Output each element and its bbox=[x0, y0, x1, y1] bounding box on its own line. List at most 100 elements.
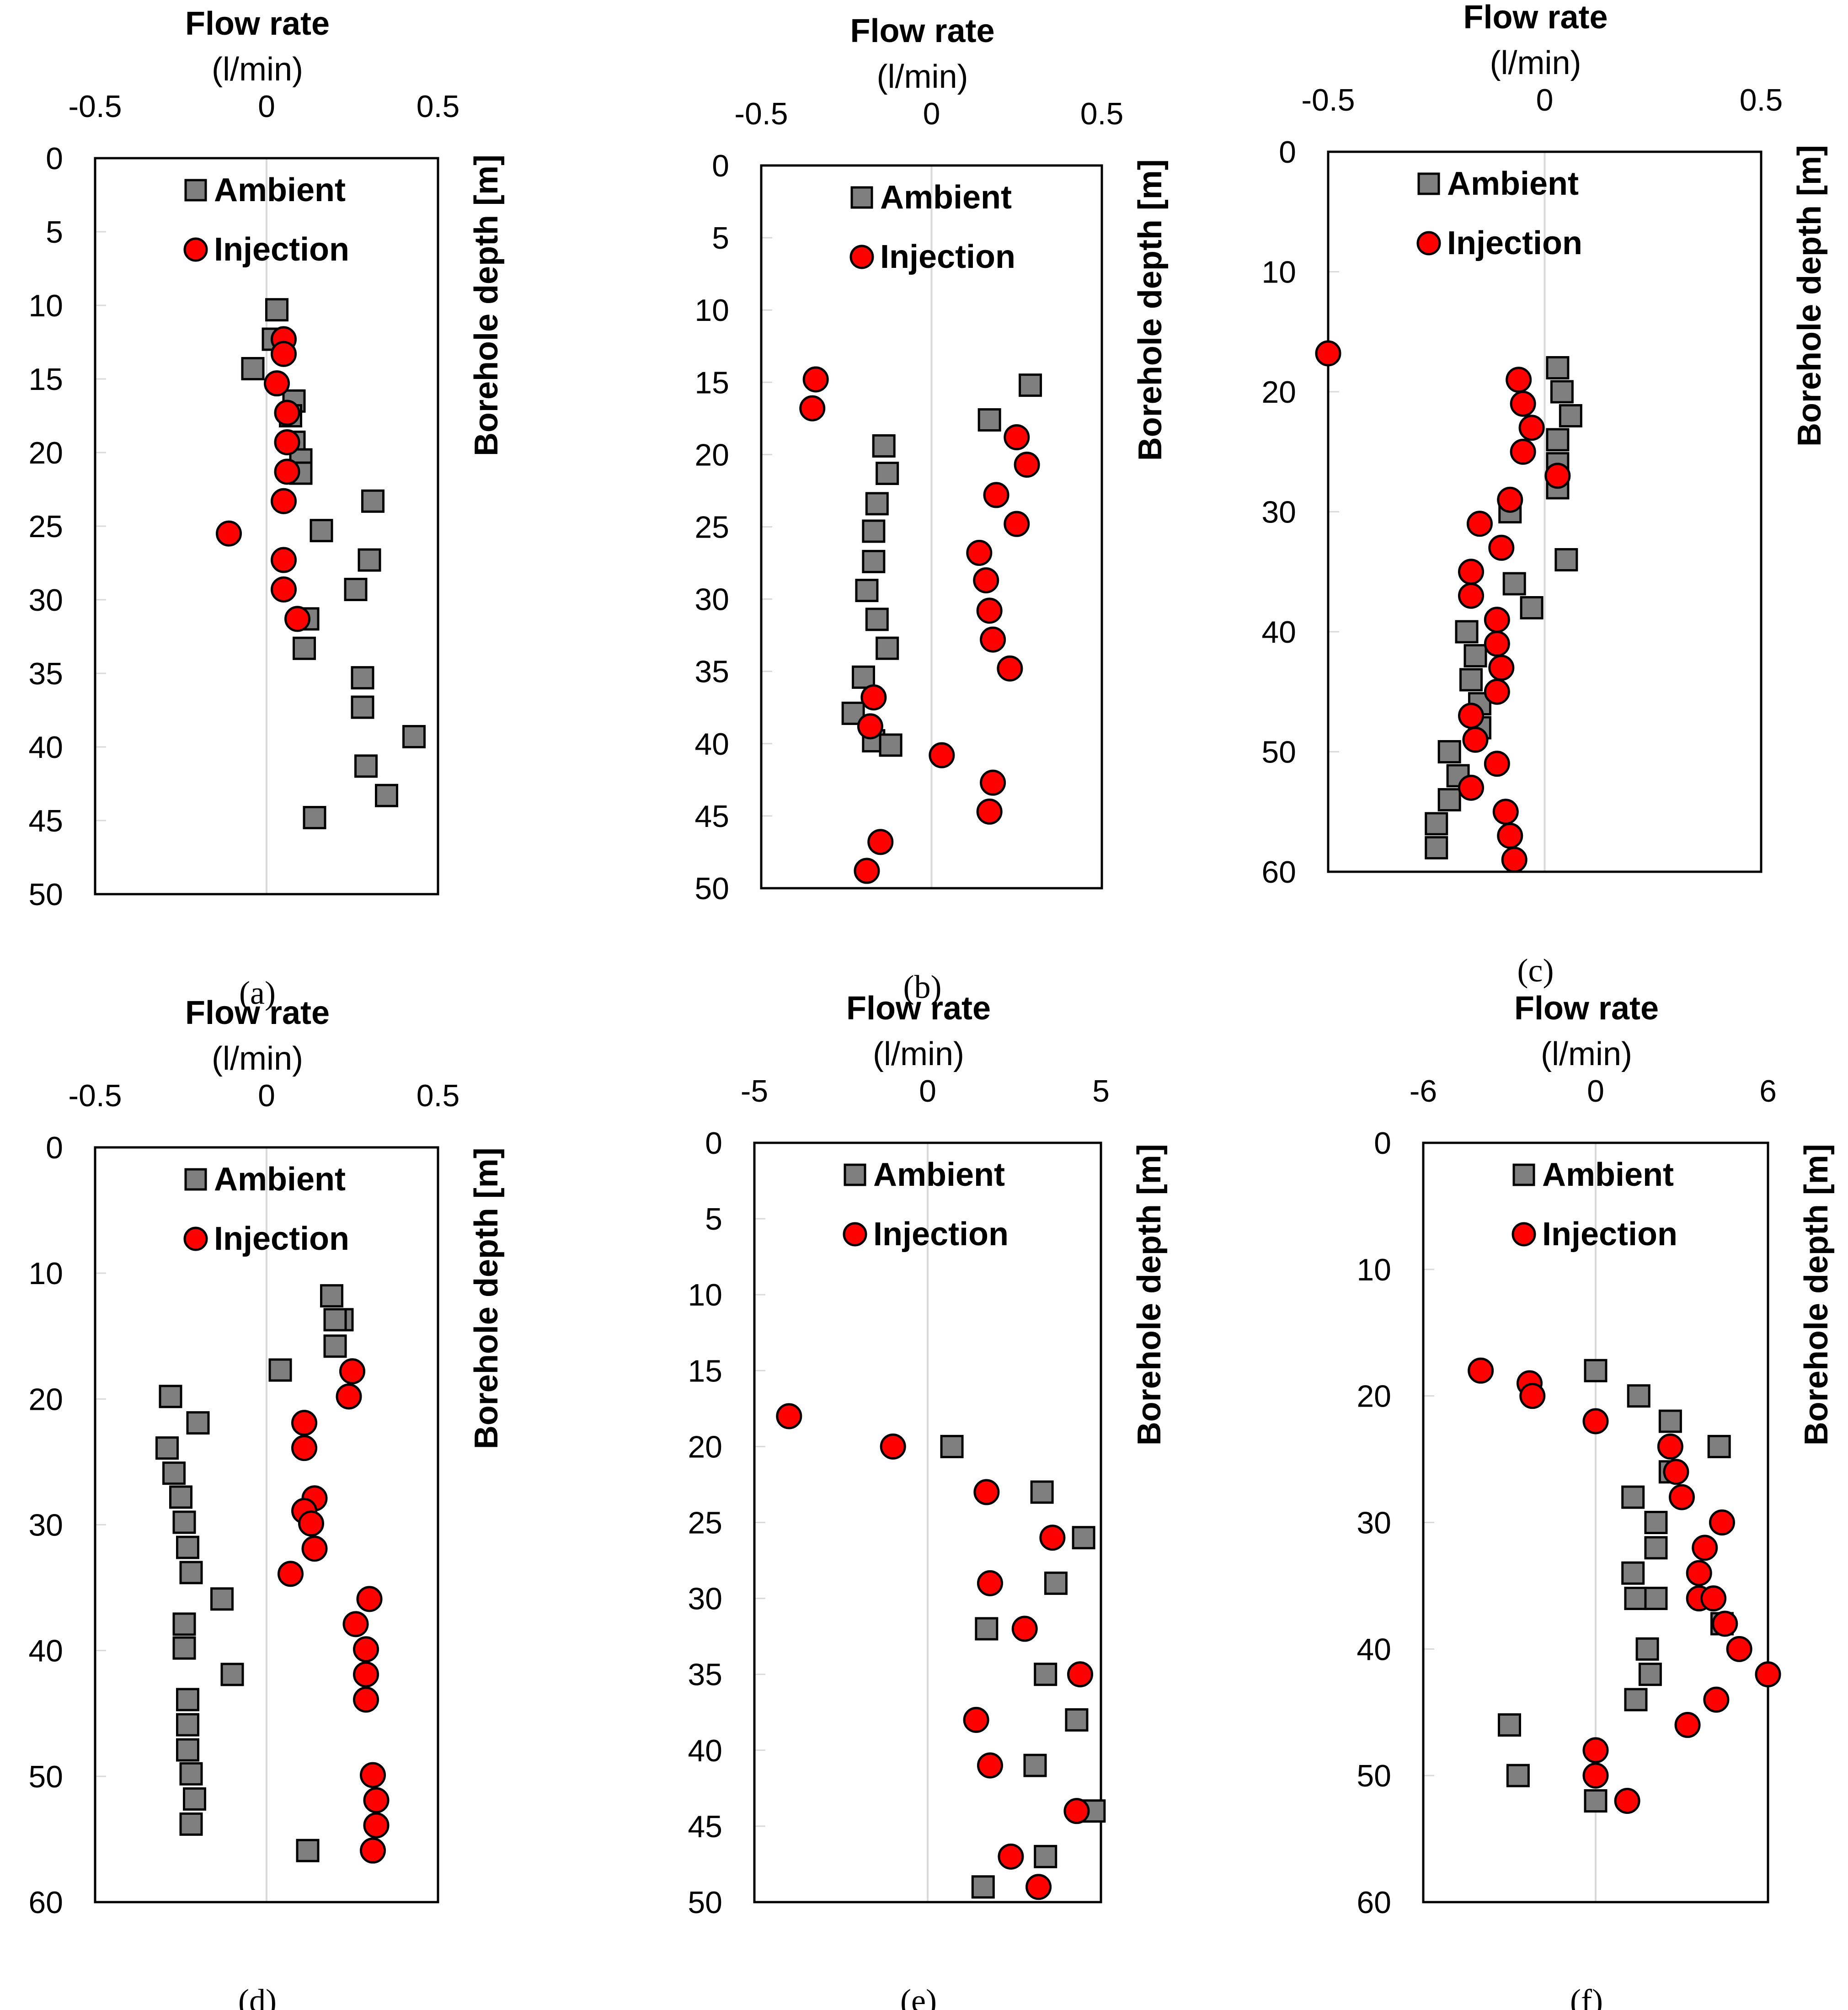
ambient-point bbox=[296, 1839, 320, 1862]
ambient-point bbox=[1621, 1485, 1645, 1509]
y-tick-label: 50 bbox=[1261, 735, 1296, 770]
injection-point bbox=[216, 520, 242, 547]
injection-point bbox=[1544, 463, 1571, 489]
plot-frame bbox=[94, 157, 439, 896]
injection-point bbox=[1004, 424, 1030, 450]
legend-injection-label: Injection bbox=[880, 239, 1015, 275]
injection-point bbox=[278, 1561, 304, 1587]
legend-ambient-marker bbox=[850, 186, 873, 209]
y-tick-label: 15 bbox=[688, 1354, 722, 1388]
y-tick-label: 0 bbox=[705, 1126, 722, 1161]
ambient-point bbox=[1658, 1409, 1682, 1433]
y-axis-label: Borehole depth [m] bbox=[1131, 1144, 1168, 1445]
legend-ambient-label: Ambient bbox=[880, 179, 1012, 216]
injection-point bbox=[857, 713, 883, 740]
y-tick-label: 0 bbox=[1374, 1126, 1391, 1161]
injection-point bbox=[360, 1837, 386, 1864]
injection-point bbox=[1712, 1610, 1738, 1637]
ambient-point bbox=[1459, 668, 1483, 692]
injection-point bbox=[1497, 486, 1523, 513]
injection-point bbox=[1458, 559, 1485, 585]
ambient-point bbox=[1627, 1384, 1650, 1408]
y-axis-label: Borehole depth [m] bbox=[1791, 145, 1828, 447]
x-tick-label: -0.5 bbox=[68, 89, 122, 124]
y-tick-label: 30 bbox=[694, 582, 729, 617]
injection-point bbox=[1484, 607, 1510, 633]
injection-point bbox=[353, 1661, 379, 1688]
injection-point bbox=[1703, 1686, 1730, 1713]
injection-point bbox=[1686, 1560, 1712, 1586]
panel-caption: (d) bbox=[238, 1983, 277, 2010]
x-tick-label: 6 bbox=[1759, 1074, 1777, 1109]
ambient-point bbox=[179, 1762, 203, 1786]
ambient-point bbox=[241, 357, 265, 380]
y-tick-label: 10 bbox=[1357, 1253, 1391, 1287]
y-tick-label: 45 bbox=[688, 1809, 722, 1844]
y-tick-label: 15 bbox=[694, 365, 729, 400]
ambient-point bbox=[351, 666, 374, 690]
ambient-point bbox=[1072, 1526, 1095, 1550]
ambient-point bbox=[402, 725, 426, 748]
x-axis-label: (l/min) bbox=[873, 1036, 964, 1072]
injection-point bbox=[1458, 582, 1485, 609]
ambient-point bbox=[879, 733, 903, 757]
ambient-point bbox=[1034, 1845, 1058, 1868]
y-tick-label: 20 bbox=[28, 1382, 63, 1417]
chart-title: Flow rate bbox=[1463, 0, 1608, 36]
y-tick-label: 45 bbox=[694, 799, 729, 834]
ambient-point bbox=[876, 636, 899, 660]
injection-point bbox=[1518, 415, 1545, 441]
ambient-point bbox=[323, 1308, 347, 1332]
ambient-point bbox=[1425, 812, 1448, 836]
y-tick-label: 50 bbox=[688, 1885, 722, 1920]
legend-injection-label: Injection bbox=[873, 1216, 1009, 1253]
injection-point bbox=[342, 1611, 369, 1637]
injection-point bbox=[1755, 1661, 1781, 1688]
injection-point bbox=[363, 1812, 390, 1839]
ambient-point bbox=[865, 492, 889, 516]
ambient-point bbox=[1559, 404, 1582, 427]
y-tick-label: 20 bbox=[1357, 1379, 1391, 1414]
ambient-point bbox=[855, 579, 879, 602]
injection-point bbox=[880, 1433, 906, 1460]
injection-point bbox=[860, 684, 887, 711]
injection-point bbox=[998, 1843, 1024, 1870]
legend-injection-marker bbox=[1416, 231, 1441, 256]
ambient-point bbox=[1044, 1571, 1068, 1595]
ambient-point bbox=[351, 695, 374, 719]
injection-point bbox=[1025, 1874, 1052, 1900]
ambient-point bbox=[1584, 1789, 1608, 1813]
ambient-point bbox=[1520, 596, 1544, 619]
legend-ambient-marker bbox=[844, 1163, 866, 1186]
injection-point bbox=[1692, 1535, 1718, 1561]
injection-point bbox=[1063, 1798, 1090, 1824]
legend-injection-marker bbox=[183, 1226, 208, 1251]
injection-point bbox=[966, 539, 993, 566]
y-tick-label: 25 bbox=[694, 510, 729, 545]
ambient-point bbox=[220, 1663, 244, 1686]
ambient-point bbox=[1437, 740, 1461, 763]
y-tick-label: 40 bbox=[28, 730, 63, 765]
injection-point bbox=[1519, 1383, 1546, 1409]
injection-point bbox=[363, 1787, 390, 1813]
injection-point bbox=[1011, 1615, 1038, 1642]
panel-caption: (e) bbox=[900, 1983, 937, 2010]
ambient-point bbox=[1425, 836, 1448, 859]
injection-point bbox=[1582, 1408, 1609, 1434]
injection-point bbox=[1657, 1433, 1683, 1460]
injection-point bbox=[1510, 390, 1536, 417]
x-tick-label: 0 bbox=[923, 96, 940, 131]
injection-point bbox=[353, 1686, 379, 1713]
ambient-point bbox=[1550, 380, 1574, 404]
chart-title: Flow rate bbox=[1514, 990, 1659, 1027]
y-tick-label: 10 bbox=[28, 288, 63, 323]
ambient-point bbox=[872, 434, 896, 458]
y-tick-label: 10 bbox=[28, 1256, 63, 1291]
injection-point bbox=[1663, 1459, 1689, 1485]
ambient-point bbox=[1546, 356, 1570, 379]
legend-injection-marker bbox=[1512, 1222, 1536, 1247]
plot-frame bbox=[1422, 1141, 1769, 1903]
injection-point bbox=[291, 1435, 317, 1461]
x-tick-label: 0.5 bbox=[417, 1078, 460, 1113]
x-tick-label: 0 bbox=[919, 1074, 936, 1109]
